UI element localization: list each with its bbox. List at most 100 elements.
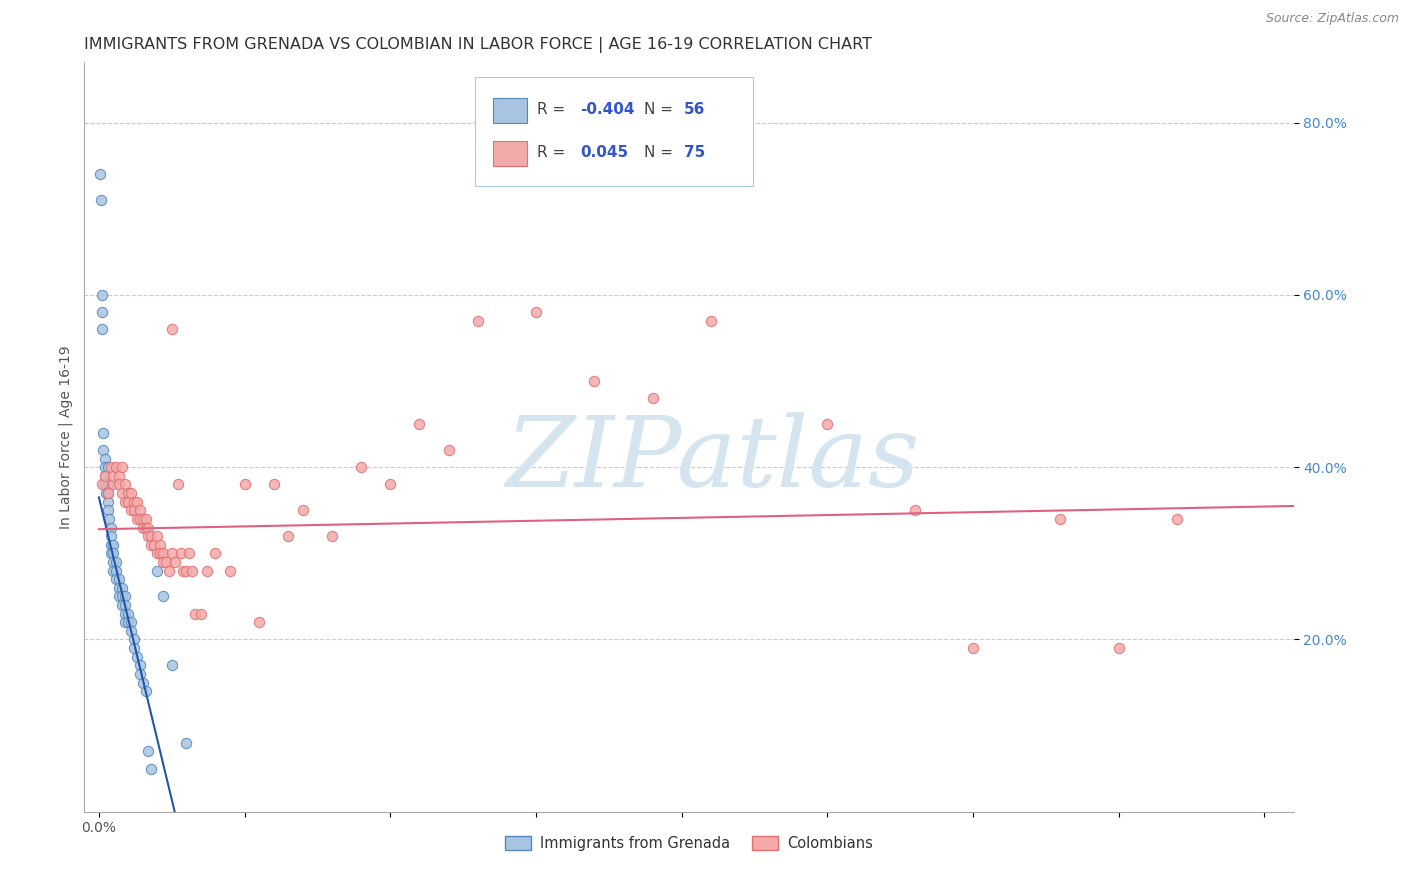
- Point: [90, 193, 112, 207]
- Point: [114, 477, 136, 491]
- Point: [437, 442, 460, 457]
- Point: [149, 546, 172, 560]
- Point: [149, 538, 172, 552]
- Point: [94, 468, 117, 483]
- Point: [135, 684, 157, 698]
- Point: [90, 477, 112, 491]
- Point: [152, 590, 174, 604]
- Point: [120, 503, 142, 517]
- Point: [94, 451, 117, 466]
- Point: [160, 546, 183, 560]
- Point: [1166, 512, 1188, 526]
- Point: [815, 417, 838, 432]
- Point: [103, 555, 125, 569]
- FancyBboxPatch shape: [475, 78, 754, 186]
- Point: [111, 590, 134, 604]
- Point: [146, 564, 169, 578]
- Point: [146, 529, 169, 543]
- Point: [91, 425, 114, 440]
- Point: [524, 305, 547, 319]
- Point: [94, 468, 117, 483]
- Point: [97, 486, 120, 500]
- Point: [135, 512, 157, 526]
- Point: [114, 590, 136, 604]
- Point: [114, 494, 136, 508]
- Text: 0.045: 0.045: [581, 145, 628, 160]
- Point: [204, 546, 226, 560]
- Point: [108, 477, 131, 491]
- Point: [1108, 641, 1130, 656]
- Point: [122, 641, 145, 656]
- Text: -0.404: -0.404: [581, 103, 634, 117]
- Text: N =: N =: [644, 103, 678, 117]
- Point: [111, 460, 134, 475]
- Point: [138, 520, 160, 534]
- Point: [155, 555, 177, 569]
- Text: R =: R =: [537, 145, 569, 160]
- Point: [117, 486, 139, 500]
- Point: [128, 667, 150, 681]
- Point: [105, 572, 128, 586]
- Point: [108, 468, 131, 483]
- Point: [160, 322, 183, 336]
- Point: [247, 615, 270, 630]
- Point: [122, 494, 145, 508]
- Point: [152, 546, 174, 560]
- Point: [138, 529, 160, 543]
- Point: [103, 546, 125, 560]
- Text: N =: N =: [644, 145, 678, 160]
- Point: [131, 675, 153, 690]
- Point: [90, 305, 112, 319]
- Point: [117, 615, 139, 630]
- Point: [163, 555, 186, 569]
- Point: [350, 460, 373, 475]
- Point: [103, 477, 125, 491]
- Point: [157, 564, 180, 578]
- Point: [122, 503, 145, 517]
- Point: [108, 572, 131, 586]
- Point: [111, 598, 134, 612]
- Point: [111, 581, 134, 595]
- Point: [195, 564, 218, 578]
- Point: [138, 744, 160, 758]
- Point: [641, 392, 664, 406]
- Point: [90, 288, 112, 302]
- Text: 56: 56: [685, 103, 706, 117]
- Point: [583, 374, 606, 388]
- Point: [321, 529, 343, 543]
- Point: [97, 460, 120, 475]
- Point: [380, 477, 402, 491]
- FancyBboxPatch shape: [494, 98, 527, 123]
- Point: [117, 494, 139, 508]
- Point: [125, 494, 148, 508]
- Point: [103, 468, 125, 483]
- Point: [114, 598, 136, 612]
- Point: [97, 494, 120, 508]
- Point: [166, 477, 188, 491]
- Text: R =: R =: [537, 103, 569, 117]
- Point: [904, 503, 927, 517]
- Point: [184, 607, 207, 621]
- Legend: Immigrants from Grenada, Colombians: Immigrants from Grenada, Colombians: [499, 830, 879, 857]
- Point: [141, 762, 163, 776]
- Point: [120, 486, 142, 500]
- Point: [263, 477, 285, 491]
- Point: [122, 632, 145, 647]
- Point: [89, 168, 111, 182]
- Point: [131, 512, 153, 526]
- Y-axis label: In Labor Force | Age 16-19: In Labor Force | Age 16-19: [59, 345, 73, 529]
- Point: [120, 624, 142, 638]
- Point: [190, 607, 212, 621]
- Point: [94, 460, 117, 475]
- Point: [408, 417, 430, 432]
- Point: [111, 486, 134, 500]
- Point: [128, 512, 150, 526]
- Point: [97, 503, 120, 517]
- Point: [700, 314, 723, 328]
- Point: [125, 649, 148, 664]
- Point: [91, 442, 114, 457]
- Point: [219, 564, 242, 578]
- Point: [96, 486, 118, 500]
- Point: [120, 615, 142, 630]
- Point: [179, 546, 201, 560]
